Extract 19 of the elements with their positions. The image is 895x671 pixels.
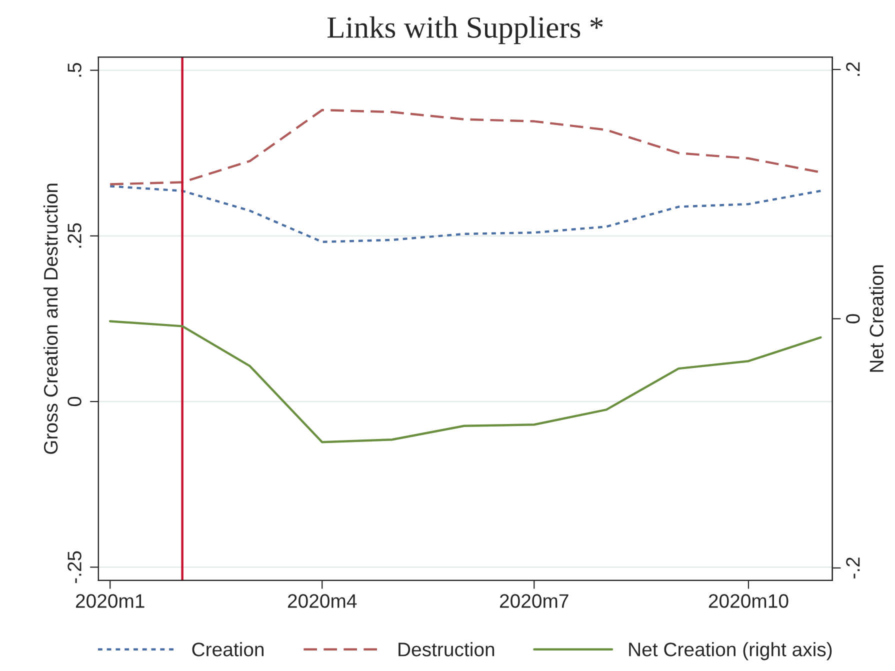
y-tick-label: .25: [68, 223, 82, 248]
y-axis-title: Gross Creation and Destruction: [43, 184, 58, 454]
y2-tick-label: -.2: [846, 558, 860, 578]
line-series: [108, 320, 822, 444]
y-tick-label: -.25: [68, 551, 82, 584]
x-tick-label: 2020m7: [500, 594, 568, 608]
legend-label: Destruction: [398, 642, 494, 656]
y2-axis-title: Net Creation: [869, 265, 884, 372]
legend-label: Net Creation (right axis): [629, 642, 832, 660]
chart-title: Links with Suppliers *: [328, 16, 603, 44]
y-tick-label: .5: [68, 62, 82, 77]
x-tick-label: 2020m10: [708, 594, 788, 608]
legend-label: Creation: [192, 642, 264, 656]
line-series: [108, 185, 822, 243]
x-tick-label: 2020m4: [288, 594, 357, 608]
y2-tick-label: .2: [846, 62, 860, 76]
y-tick-label: 0: [68, 396, 82, 406]
x-tick-label: 2020m1: [76, 594, 144, 608]
y2-tick-label: 0: [846, 314, 860, 324]
